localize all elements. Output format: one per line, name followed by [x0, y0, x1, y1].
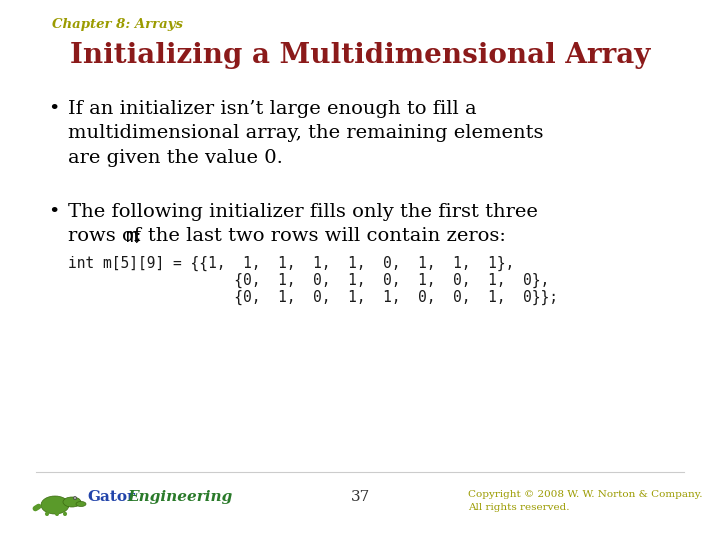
Text: m: m — [126, 227, 138, 246]
Text: Copyright © 2008 W. W. Norton & Company.
All rights reserved.: Copyright © 2008 W. W. Norton & Company.… — [468, 490, 703, 511]
Text: Chapter 8: Arrays: Chapter 8: Arrays — [52, 18, 183, 31]
Text: Initializing a Multidimensional Array: Initializing a Multidimensional Array — [70, 42, 650, 69]
Text: If an initializer isn’t large enough to fill a
multidimensional array, the remai: If an initializer isn’t large enough to … — [68, 100, 544, 167]
Text: int m[5][9] = {{1,  1,  1,  1,  1,  0,  1,  1,  1},: int m[5][9] = {{1, 1, 1, 1, 1, 0, 1, 1, … — [68, 256, 514, 271]
Text: Gator: Gator — [87, 490, 135, 504]
Text: 37: 37 — [351, 490, 369, 504]
Ellipse shape — [76, 502, 86, 507]
Circle shape — [73, 496, 76, 500]
Ellipse shape — [41, 496, 69, 514]
Text: •: • — [48, 203, 59, 221]
Ellipse shape — [63, 497, 81, 507]
Text: rows of: rows of — [68, 227, 148, 245]
Text: •: • — [48, 100, 59, 118]
Circle shape — [74, 497, 76, 499]
Text: {0,  1,  0,  1,  1,  0,  0,  1,  0}};: {0, 1, 0, 1, 1, 0, 0, 1, 0}}; — [68, 290, 558, 305]
Text: {0,  1,  0,  1,  0,  1,  0,  1,  0},: {0, 1, 0, 1, 0, 1, 0, 1, 0}, — [68, 273, 549, 288]
FancyArrowPatch shape — [35, 507, 39, 509]
Text: ; the last two rows will contain zeros:: ; the last two rows will contain zeros: — [135, 227, 506, 245]
Text: Engineering: Engineering — [127, 490, 233, 504]
Text: The following initializer fills only the first three: The following initializer fills only the… — [68, 203, 538, 221]
